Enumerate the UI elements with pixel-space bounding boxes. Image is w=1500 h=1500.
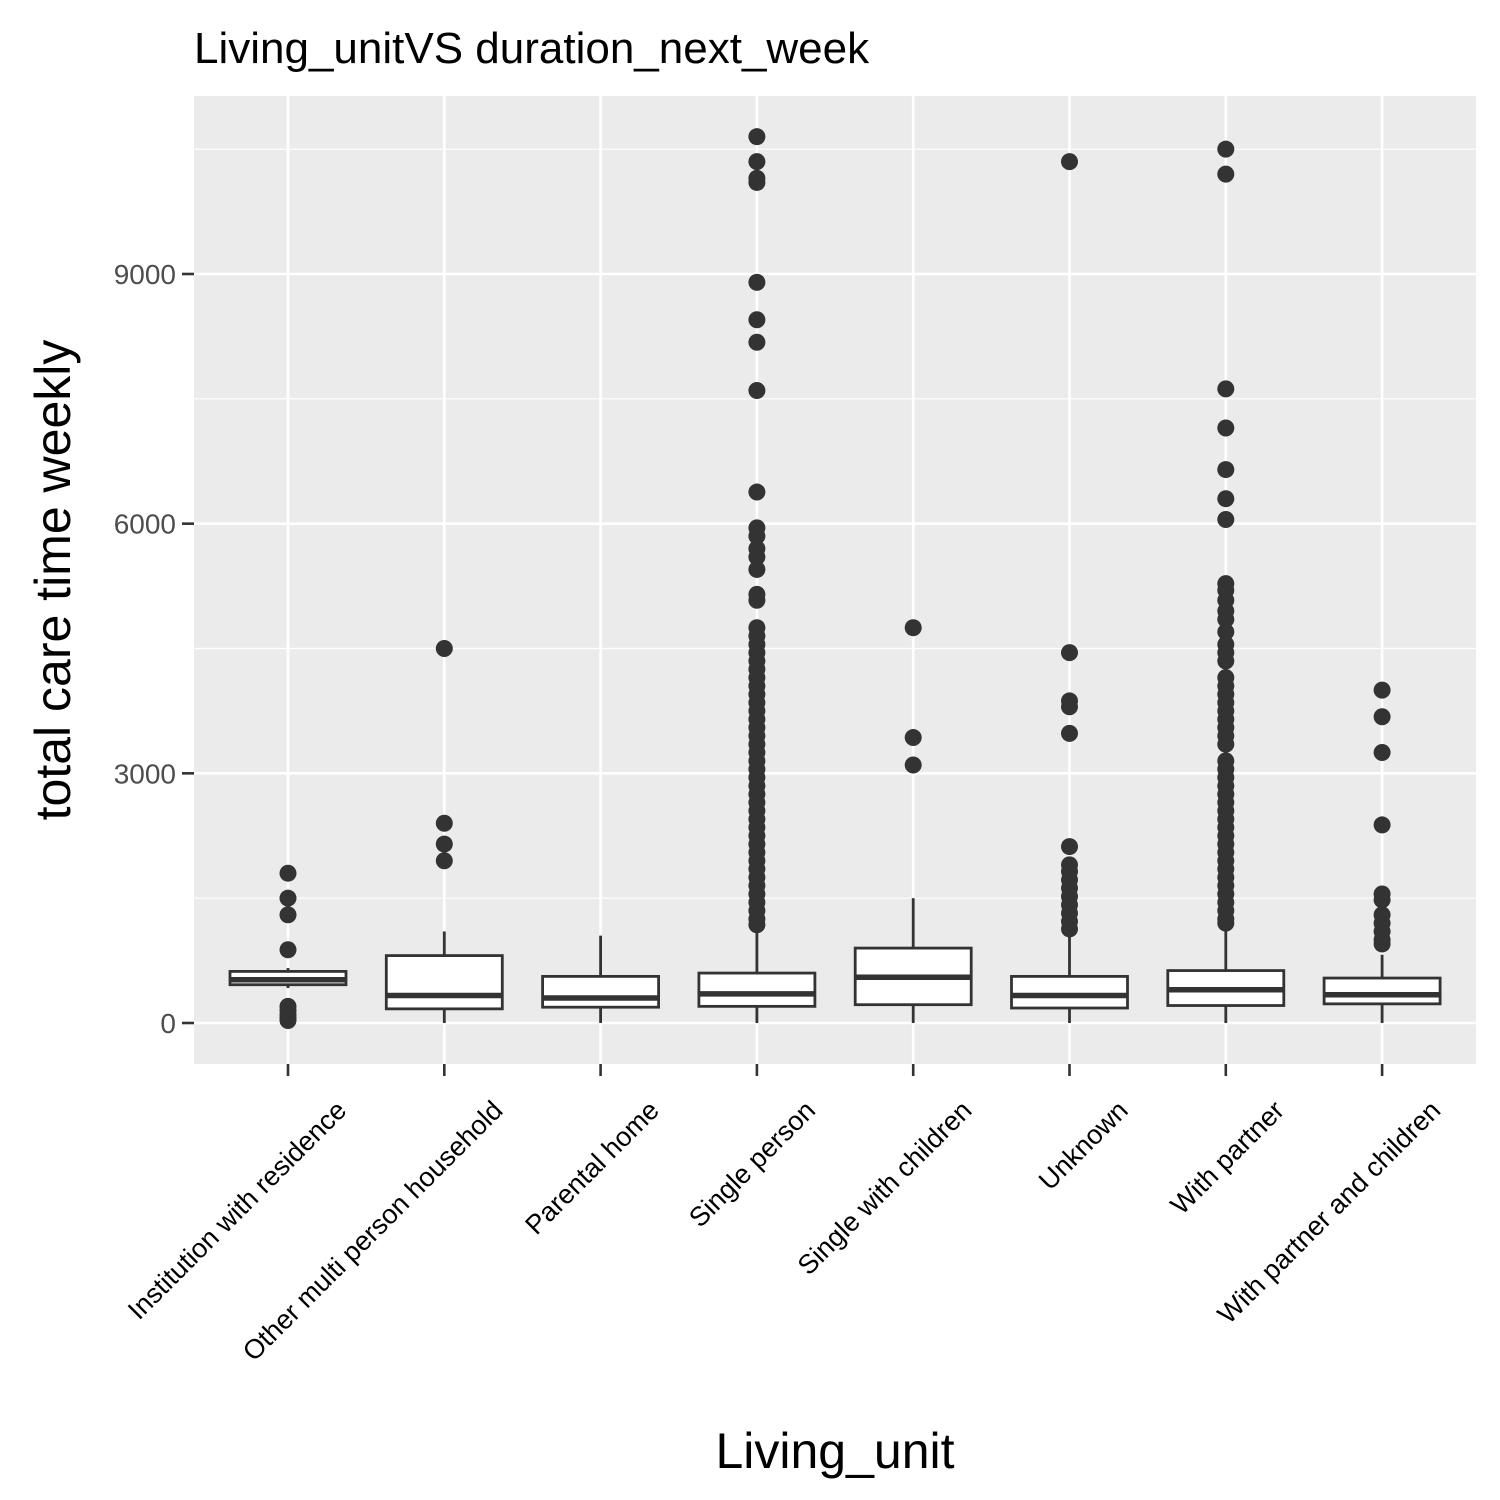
x-tick-label: With partner: [1165, 1095, 1290, 1220]
outlier-point: [748, 916, 766, 934]
outlier-point: [1217, 380, 1235, 398]
outlier-point: [1061, 724, 1078, 742]
box-iqr: [384, 954, 504, 1011]
outlier-point: [1373, 708, 1391, 726]
box-iqr: [541, 974, 660, 1009]
box-5: [1010, 153, 1129, 1023]
box-6: [1166, 140, 1286, 1023]
outlier-point: [748, 548, 766, 566]
chart-title: Living_unitVS duration_next_week: [194, 24, 870, 73]
outlier-point: [1061, 838, 1078, 856]
outlier-point: [1061, 920, 1078, 938]
outlier-point: [1217, 610, 1235, 628]
x-tick-label: Unknown: [1033, 1095, 1134, 1196]
outlier-point: [748, 153, 766, 171]
outlier-point: [1217, 735, 1235, 753]
y-axis-title: total care time weekly: [25, 340, 81, 821]
outlier-point: [279, 864, 297, 882]
x-axis-title: Living_unit: [715, 1423, 954, 1479]
box-iqr: [1010, 974, 1129, 1010]
box-iqr: [697, 971, 817, 1008]
outlier-point: [1061, 153, 1078, 171]
outlier-point: [904, 729, 922, 747]
outlier-point: [1217, 165, 1235, 183]
outlier-point: [748, 128, 766, 146]
outlier-point: [748, 333, 766, 351]
y-tick-label: 3000: [114, 758, 176, 789]
outlier-point: [435, 835, 453, 853]
outlier-point: [1217, 652, 1235, 670]
y-tick-label: 0: [160, 1008, 176, 1039]
y-axis: 0 3000 6000 9000: [114, 259, 194, 1039]
outlier-point: [748, 273, 766, 291]
box-plots: [228, 128, 1442, 1030]
outlier-point: [748, 311, 766, 329]
outlier-point: [1217, 490, 1235, 508]
outlier-point: [748, 382, 766, 400]
box-0: [228, 864, 348, 1030]
outlier-point: [435, 852, 453, 870]
y-tick-label: 6000: [114, 509, 176, 540]
outlier-point: [1373, 744, 1391, 762]
outlier-point: [1373, 816, 1391, 834]
outlier-point: [748, 560, 766, 578]
outlier-point: [435, 640, 453, 657]
x-tick-label: Single with children: [792, 1095, 978, 1281]
plot-panel: [194, 96, 1476, 1064]
outlier-point: [279, 889, 297, 907]
outlier-point: [1061, 644, 1078, 662]
outlier-point: [1217, 623, 1235, 641]
outlier-point: [1061, 698, 1078, 716]
outlier-point: [279, 941, 297, 959]
outlier-point: [279, 906, 297, 924]
box-1: [384, 640, 504, 1023]
outlier-point: [748, 173, 766, 191]
x-tick-label: Single person: [683, 1095, 821, 1233]
y-tick-label: 9000: [114, 259, 176, 290]
outlier-point: [904, 619, 922, 637]
outlier-point: [904, 756, 922, 774]
box-4: [853, 619, 973, 1023]
outlier-point: [1373, 681, 1391, 699]
box-3: [697, 128, 817, 1023]
box-2: [541, 935, 660, 1023]
outlier-point: [748, 527, 766, 545]
box-iqr: [1322, 976, 1442, 1006]
outlier-point: [1217, 914, 1235, 932]
outlier-point: [1217, 140, 1235, 158]
outlier-point: [279, 1012, 297, 1030]
x-tick-label: Parental home: [519, 1095, 664, 1240]
outlier-point: [1373, 935, 1391, 953]
box-7: [1322, 681, 1442, 1023]
outlier-point: [1217, 511, 1235, 529]
outlier-point: [1217, 419, 1235, 437]
outlier-point: [748, 483, 766, 501]
x-tick-label: Other multi person household: [237, 1095, 509, 1367]
outlier-point: [1217, 461, 1235, 479]
outlier-point: [748, 591, 766, 609]
outlier-point: [435, 814, 453, 832]
outlier-point: [1373, 891, 1391, 909]
